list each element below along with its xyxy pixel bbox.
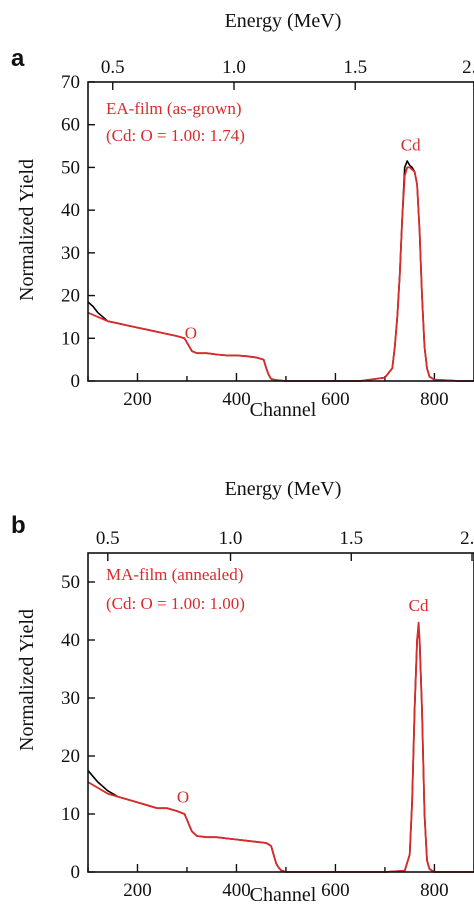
simulated-spectrum-line [87, 621, 474, 873]
panel-a-plot-frame [87, 81, 474, 382]
y-tick-label: 0 [71, 862, 81, 883]
y-tick-label: 50 [61, 157, 80, 178]
panel-b-label: b [11, 512, 26, 539]
peak-label: Cd [401, 135, 421, 154]
energy-tick-label: 1.5 [343, 57, 367, 78]
panel-a-series [87, 160, 474, 382]
y-tick-label: 40 [61, 630, 80, 651]
y-tick-label: 20 [61, 746, 80, 767]
simulated-spectrum-line [87, 166, 474, 382]
energy-tick-label: 2.0 [462, 57, 474, 78]
y-tick-label: 40 [61, 200, 80, 221]
panel-b-y-ticks: 0 10 20 30 40 50 [61, 572, 95, 883]
panel-a: Energy (MeV) a 0.5 1.0 1.5 2.0 0 10 20 30 40 50 6… [11, 10, 474, 421]
panel-b-x-ticks: 200 400 600 800 [87, 864, 449, 901]
x-tick-label: 200 [123, 880, 152, 901]
panel-b-plot-frame [87, 552, 474, 873]
panel-a-label: a [11, 45, 25, 72]
y-tick-label: 30 [61, 243, 80, 264]
energy-tick-label: 1.0 [219, 528, 243, 549]
x-tick-label: 400 [222, 389, 251, 410]
energy-tick-label: 0.5 [96, 528, 120, 549]
x-tick-label: 200 [123, 389, 152, 410]
y-tick-label: 30 [61, 688, 80, 709]
panel-b-energy-ticks: 0.5 1.0 1.5 2.0 [96, 528, 474, 561]
x-tick-label: 600 [321, 389, 350, 410]
panel-a-annotation-1: EA-film (as-grown) [106, 99, 242, 118]
panel-a-x-ticks: 200 400 600 800 [87, 373, 449, 410]
peak-label: O [177, 787, 189, 806]
measured-spectrum-line [87, 160, 474, 382]
y-tick-label: 20 [61, 286, 80, 307]
energy-tick-label: 1.5 [339, 528, 363, 549]
panel-b-y-axis-title: Normalized Yield [16, 609, 38, 751]
energy-tick-label: 1.0 [222, 57, 246, 78]
panel-a-peak-labels: O Cd [185, 135, 421, 342]
x-tick-label: 800 [420, 880, 449, 901]
peak-label: Cd [409, 596, 429, 615]
y-tick-label: 10 [61, 328, 80, 349]
panel-a-energy-axis-title: Energy (MeV) [225, 10, 342, 32]
panel-a-y-axis-title: Normalized Yield [16, 159, 38, 301]
y-tick-label: 70 [61, 72, 80, 93]
panel-b: Energy (MeV) b 0.51.01.52.0 01020304050 … [11, 478, 474, 906]
y-tick-label: 0 [71, 371, 81, 392]
energy-tick-label: 0.5 [101, 57, 125, 78]
x-tick-label: 600 [321, 880, 350, 901]
panel-b-series [87, 621, 474, 873]
panel-b-energy-axis-title: Energy (MeV) [225, 478, 342, 500]
panel-b-channel-axis-title: Channel [250, 884, 317, 906]
y-tick-label: 50 [61, 572, 80, 593]
y-tick-label: 10 [61, 804, 80, 825]
panel-b-annotation-1: MA-film (annealed) [106, 565, 243, 584]
x-tick-label: 800 [420, 389, 449, 410]
peak-label: O [185, 323, 197, 342]
panel-a-energy-ticks: 0.5 1.0 1.5 2.0 [101, 57, 474, 90]
y-tick-label: 60 [61, 115, 80, 136]
panel-a-channel-axis-title: Channel [250, 399, 317, 421]
x-tick-label: 400 [222, 880, 251, 901]
energy-tick-label: 2.0 [460, 528, 474, 549]
panel-a-y-ticks: 0 10 20 30 40 50 60 70 [61, 72, 95, 392]
panel-b-peak-labels: O Cd [177, 596, 429, 806]
panel-a-annotation-2: (Cd: O = 1.00: 1.74) [106, 126, 245, 145]
panel-b-annotation-2: (Cd: O = 1.00: 1.00) [106, 594, 245, 613]
